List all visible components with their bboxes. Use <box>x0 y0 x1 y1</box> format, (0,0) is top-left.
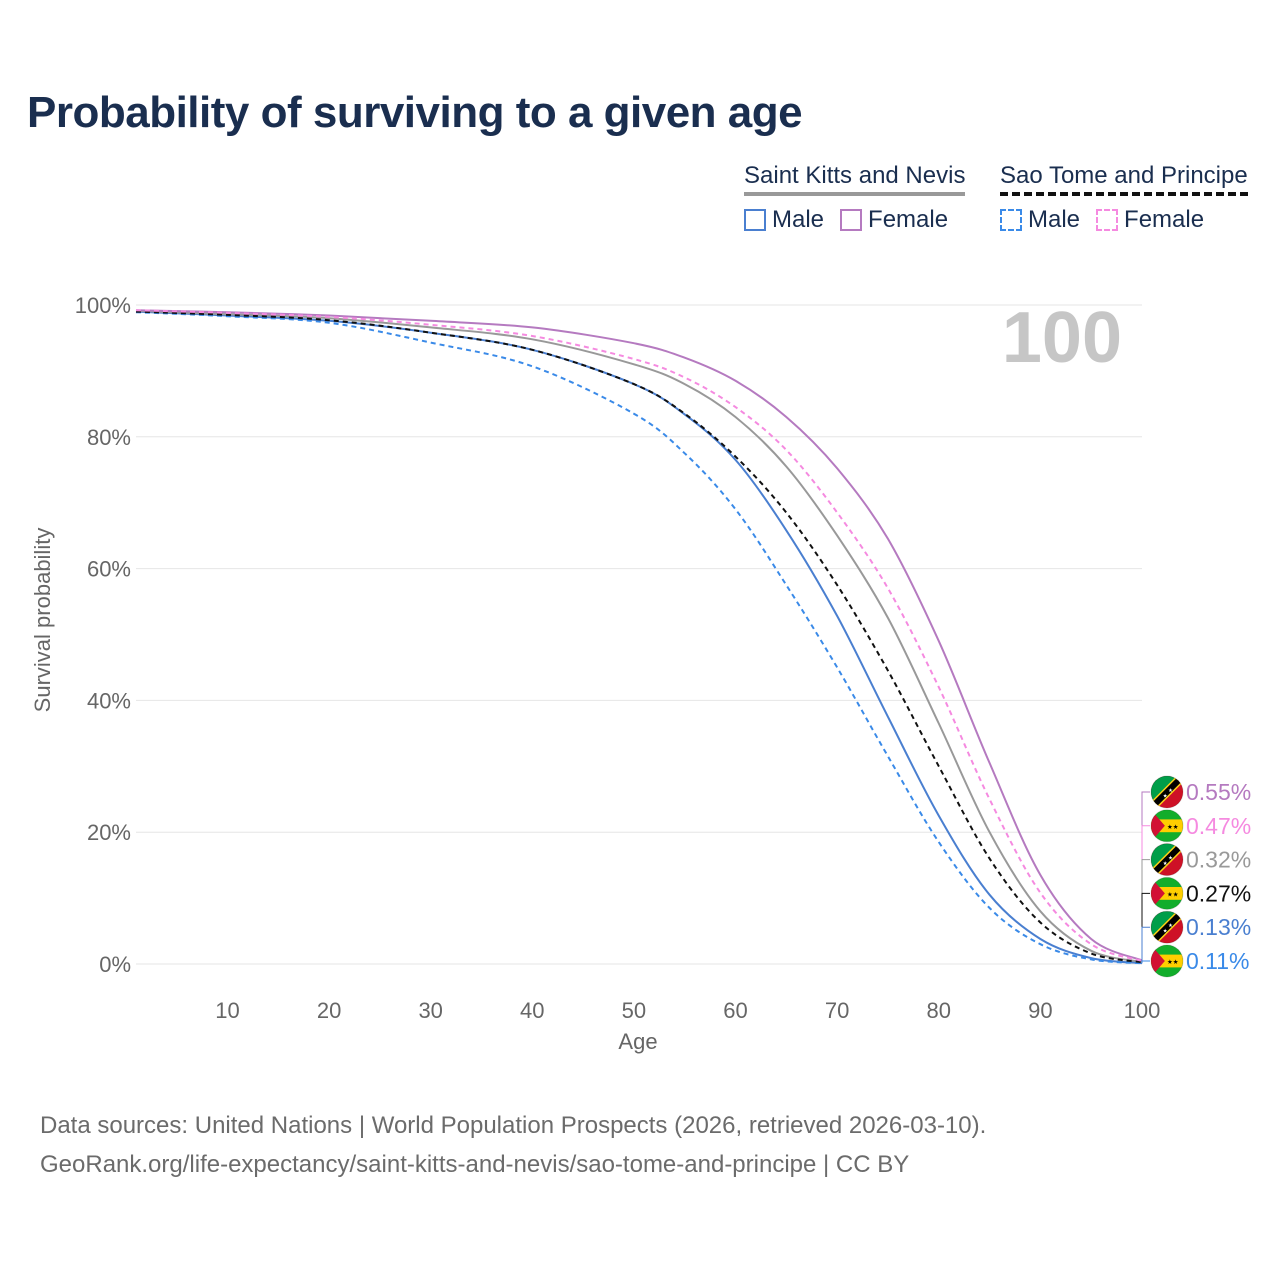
y-tick-label: 80% <box>87 425 131 450</box>
legend-group-title: Saint Kitts and Nevis <box>744 162 966 196</box>
series-line-saint-kitts-and-nevis-both-sexes <box>135 309 1143 963</box>
x-tick-label: 70 <box>825 998 849 1023</box>
legend-item-skn-female[interactable]: Female <box>840 206 948 234</box>
y-axis: 0% 20% 40% 60% 80% 100% <box>75 293 131 977</box>
legend-label: Female <box>1124 206 1205 233</box>
flag-outline <box>1150 843 1184 877</box>
legend-swatch-male <box>744 209 766 231</box>
flag-outline <box>1150 775 1184 809</box>
x-axis-label: Age <box>618 1029 657 1054</box>
legend-label: Female <box>868 206 949 233</box>
chart-title: Probability of surviving to a given age <box>27 88 803 137</box>
legend-label: Male <box>1028 206 1081 233</box>
end-label-connector <box>1141 791 1150 961</box>
legend-swatch-male <box>1000 209 1022 231</box>
flag-outline <box>1150 910 1184 944</box>
end-value-label: 0.32% <box>1186 847 1251 873</box>
y-tick-label: 100% <box>75 293 131 318</box>
y-tick-label: 0% <box>99 952 131 977</box>
x-tick-label: 100 <box>1124 998 1161 1023</box>
series-lines <box>135 309 1143 965</box>
x-tick-label: 60 <box>723 998 747 1023</box>
end-label-connector <box>1141 892 1150 963</box>
x-tick-label: 80 <box>927 998 951 1023</box>
series-line-sao-tome-and-principe-both-sexes <box>135 310 1143 964</box>
series-line-saint-kitts-and-nevis-female <box>135 309 1143 962</box>
footer: Data sources: United Nations | World Pop… <box>40 1106 986 1184</box>
legend-item-stp-female[interactable]: Female <box>1096 206 1204 234</box>
y-tick-label: 60% <box>87 557 131 582</box>
end-label-connector <box>1141 960 1150 964</box>
gridlines <box>136 304 1142 965</box>
x-tick-label: 90 <box>1028 998 1052 1023</box>
end-labels: 0.55% 0.47% 0.32% 0.27% 0.13% 0.11% <box>1141 775 1251 978</box>
y-tick-label: 20% <box>87 820 131 845</box>
legend-swatch-female <box>840 209 863 231</box>
data-source-text: Data sources: United Nations | World Pop… <box>40 1112 987 1139</box>
series-line-sao-tome-and-principe-female <box>135 309 1143 962</box>
x-tick-label: 20 <box>317 998 341 1023</box>
x-axis: 10 20 30 40 50 60 70 80 90 100 <box>215 998 1160 1023</box>
legend-saint-kitts-and-nevis: Saint Kitts and Nevis Male Female <box>744 162 966 234</box>
legend-item-stp-male[interactable]: Male <box>1000 206 1080 234</box>
flag-outline <box>1150 876 1184 910</box>
legend-label: Male <box>772 206 825 233</box>
flag-outline <box>1150 944 1184 978</box>
legend-swatch-female <box>1096 209 1119 231</box>
x-tick-label: 40 <box>520 998 544 1023</box>
x-tick-label: 50 <box>622 998 646 1023</box>
flag-outline <box>1150 809 1184 843</box>
legend-sao-tome-and-principe: Sao Tome and Principe Male Female <box>1000 162 1248 234</box>
series-line-sao-tome-and-principe-male <box>135 311 1143 965</box>
y-tick-label: 40% <box>87 688 131 713</box>
series-line-saint-kitts-and-nevis-male <box>135 310 1143 965</box>
x-tick-label: 10 <box>215 998 239 1023</box>
y-axis-label: Survival probability <box>30 528 55 713</box>
end-label-connector <box>1141 926 1150 964</box>
end-label-connector <box>1141 859 1150 962</box>
end-value-label: 0.13% <box>1186 914 1251 940</box>
end-value-label: 0.55% <box>1186 779 1251 805</box>
end-value-label: 0.11% <box>1186 948 1250 974</box>
end-value-label: 0.27% <box>1186 880 1251 906</box>
end-value-label: 0.47% <box>1186 813 1251 839</box>
legend-group-title: Sao Tome and Principe <box>1000 162 1248 196</box>
legend-item-skn-male[interactable]: Male <box>744 206 824 234</box>
year-label: 100 <box>1002 298 1122 378</box>
x-tick-label: 30 <box>418 998 442 1023</box>
source-url-text: GeoRank.org/life-expectancy/saint-kitts-… <box>40 1151 910 1178</box>
